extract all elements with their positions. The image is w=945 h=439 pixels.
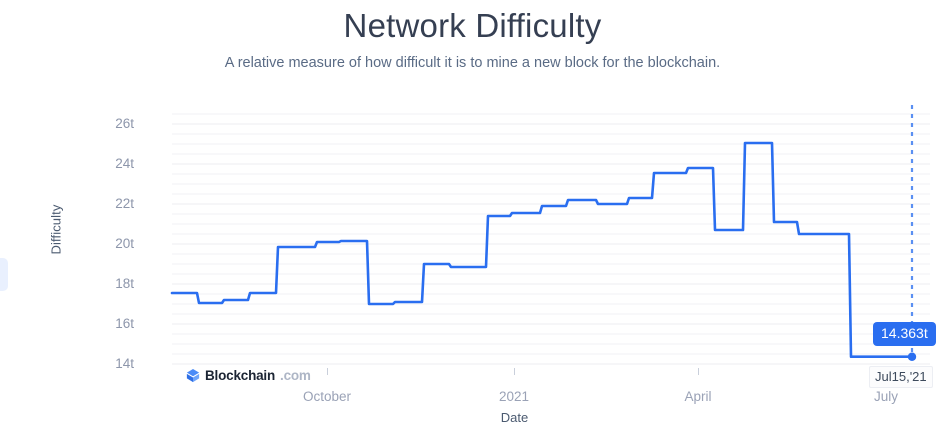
y-tick-label: 18t [115,276,134,291]
x-axis-title: Date [500,410,529,425]
series-line [170,141,914,358]
value-tooltip: 14.363t [873,322,936,346]
page-subtitle: A relative measure of how difficult it i… [224,55,721,71]
y-tick-label: 20t [115,236,134,251]
x-tick-label: April [684,389,712,404]
x-tick-mark [514,368,515,375]
x-tick-label: July [873,389,898,404]
last-point-marker [907,352,917,361]
y-tick-label: 26t [115,116,134,131]
y-tick-label: 22t [115,196,134,211]
x-tick-label: October [302,389,352,404]
brand-suffix: .com [280,368,311,383]
y-tick-label: 24t [115,156,134,171]
page-title: Network Difficulty [343,7,602,44]
left-edge-tab[interactable] [0,258,8,291]
blockchain-logo[interactable]: Blockchain .com [186,368,311,383]
y-tick-label: 14t [115,356,134,371]
brand-name: Blockchain [205,368,276,383]
blockchain-diamond-icon [186,368,200,383]
hover-date-badge: Jul15,'21 [869,366,933,388]
x-tick-mark [698,368,699,375]
x-tick-mark [327,368,328,375]
x-tick-label: 2021 [498,389,530,404]
y-axis-title: Difficulty [48,204,64,255]
y-axis-tick-labels: 26t 24t 22t 20t 18t 16t 14t [86,0,134,439]
y-tick-label: 16t [115,316,134,331]
